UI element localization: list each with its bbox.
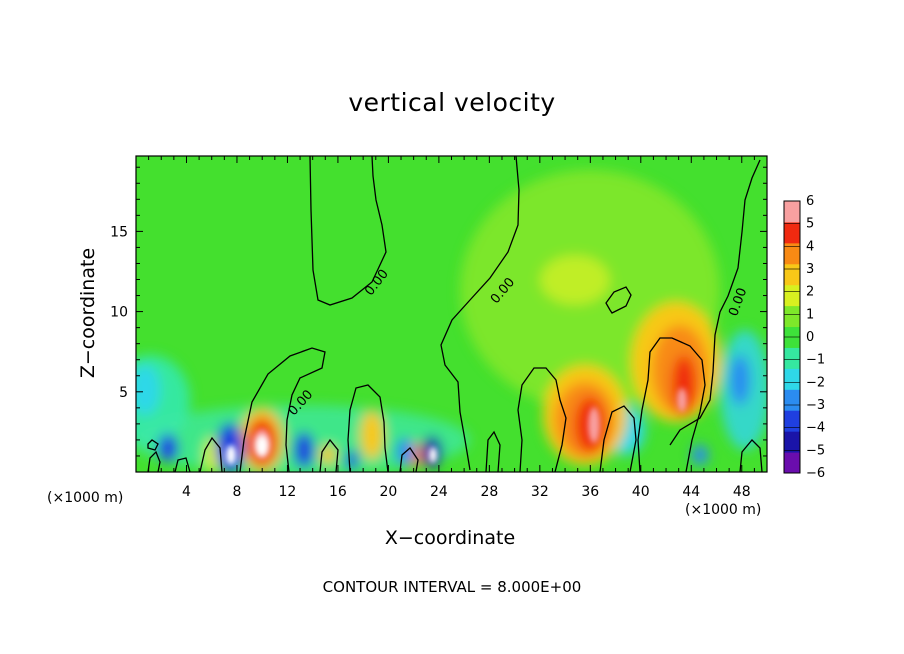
colorbar-segment [784, 221, 800, 244]
x-tick-label: 36 [581, 484, 599, 500]
colorbar-tick-label: −2 [806, 375, 825, 390]
velocity-extrema [226, 388, 687, 465]
colorbar-segment [784, 263, 800, 286]
contour-line [147, 450, 161, 472]
colorbar-segment [784, 242, 800, 265]
colorbar-tick-label: −3 [806, 398, 825, 413]
x-tick-label: 8 [232, 484, 241, 500]
y-tick-label: 15 [110, 224, 128, 240]
contour-line [605, 286, 632, 314]
x-axis-label: X−coordinate [384, 527, 516, 549]
colorbar-segment [784, 368, 800, 390]
contour-line [347, 384, 389, 472]
x-tick-label: 44 [682, 484, 700, 500]
colorbar-segment [784, 410, 800, 432]
contour-line [599, 405, 637, 472]
colorbar-tick-label: −5 [806, 443, 825, 458]
x-tick-label: 12 [279, 484, 297, 500]
x-unit-label-left: (×1000 m) [47, 490, 124, 506]
contour-interval-note: CONTOUR INTERVAL = 8.000E+00 [322, 578, 582, 596]
broad-negative-region [136, 365, 160, 415]
colorbar-segment [784, 284, 800, 307]
colorbar-segment [784, 431, 800, 453]
x-tick-label: 28 [480, 484, 498, 500]
x-tick-label: 16 [329, 484, 347, 500]
colorbar-tick-label: 1 [806, 307, 814, 322]
colorbar-tick-label: −4 [806, 421, 825, 436]
colorbar-tick-label: −6 [806, 466, 825, 481]
updraft-region [360, 410, 384, 460]
contour-line [739, 439, 763, 472]
updraft-peak [256, 436, 268, 456]
x-unit-label-right: (×1000 m) [685, 502, 762, 518]
colorbar-segment [784, 305, 800, 328]
x-tick-label: 20 [379, 484, 397, 500]
chart-title: vertical velocity [348, 88, 556, 117]
colorbar-tick-label: 5 [806, 217, 814, 232]
y-tick-label: 10 [110, 305, 128, 321]
colorbar-segment [784, 452, 800, 474]
downdraft-region [294, 432, 314, 468]
contour-line [399, 447, 419, 472]
heatmap-plot-area: 0.00 0.00 0.00 0.00 [135, 155, 768, 473]
downdraft-peak [226, 445, 236, 465]
x-tick-label: 48 [733, 484, 751, 500]
colorbar-tick-label: 2 [806, 285, 814, 300]
contour-line [637, 337, 706, 472]
downdraft-region [158, 434, 178, 462]
colorbar-segment [784, 347, 800, 369]
x-tick-label: 32 [531, 484, 549, 500]
contour-line [319, 438, 339, 472]
y-tick-label: 5 [119, 385, 128, 401]
contour-line [199, 436, 223, 472]
colorbar-tick-label: −1 [806, 353, 825, 368]
contour-line [174, 457, 191, 472]
contour-line [669, 159, 761, 446]
contour-line [485, 430, 501, 472]
colorbar-tick-label: 0 [806, 330, 814, 345]
updraft-peak [588, 407, 600, 443]
colorbar: 6 5 4 3 2 1 0 −1 −2 −3 −4 −5 −6 [783, 194, 825, 481]
contour-line [239, 347, 326, 472]
broad-negative-region [730, 355, 750, 405]
contour-line [309, 156, 387, 306]
broad-positive-region [540, 255, 610, 305]
downdraft-region [692, 445, 708, 465]
downdraft-region [346, 450, 358, 470]
zero-contours [147, 156, 763, 472]
updraft-peak [677, 388, 687, 412]
downdraft-peak [429, 447, 437, 463]
updraft-region [320, 445, 336, 465]
colorbar-segment [784, 389, 800, 411]
colorbar-segment [784, 201, 800, 223]
y-axis-label: Z−coordinate [77, 247, 99, 379]
contour-line [517, 367, 567, 472]
x-tick-label: 4 [182, 484, 191, 500]
contour-line [440, 156, 520, 471]
colorbar-tick-label: 4 [806, 239, 814, 254]
x-tick-label: 40 [632, 484, 650, 500]
contour-line [147, 439, 159, 451]
x-tick-label: 24 [430, 484, 448, 500]
colorbar-tick-label: 6 [806, 194, 814, 209]
colorbar-tick-label: 3 [806, 262, 814, 277]
